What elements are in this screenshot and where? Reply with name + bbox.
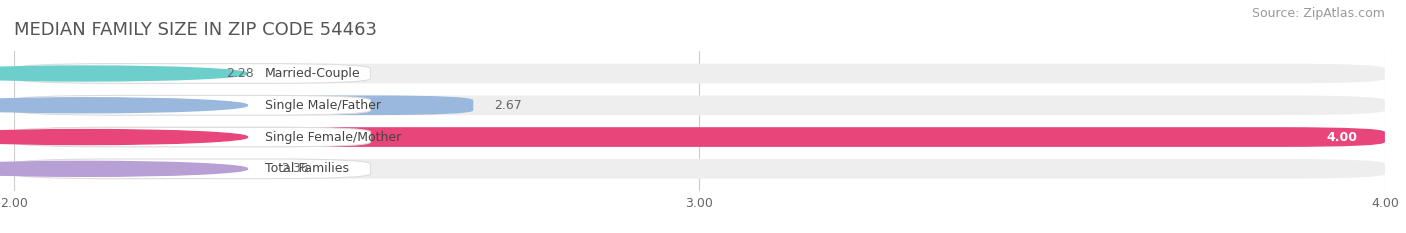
Text: 2.28: 2.28	[226, 67, 254, 80]
FancyBboxPatch shape	[14, 64, 205, 83]
FancyBboxPatch shape	[14, 127, 1385, 147]
FancyBboxPatch shape	[14, 64, 371, 83]
FancyBboxPatch shape	[14, 159, 1385, 179]
Circle shape	[0, 161, 247, 176]
Text: 2.36: 2.36	[281, 162, 309, 175]
FancyBboxPatch shape	[14, 96, 371, 115]
FancyBboxPatch shape	[14, 159, 371, 179]
FancyBboxPatch shape	[14, 127, 371, 147]
Text: Married-Couple: Married-Couple	[264, 67, 360, 80]
FancyBboxPatch shape	[14, 96, 1385, 115]
Text: Single Male/Father: Single Male/Father	[264, 99, 381, 112]
Text: Source: ZipAtlas.com: Source: ZipAtlas.com	[1251, 7, 1385, 20]
Text: Total Families: Total Families	[264, 162, 349, 175]
Text: Single Female/Mother: Single Female/Mother	[264, 130, 401, 144]
FancyBboxPatch shape	[14, 96, 474, 115]
Circle shape	[0, 130, 247, 144]
FancyBboxPatch shape	[14, 64, 1385, 83]
Circle shape	[0, 98, 247, 113]
Text: 4.00: 4.00	[1326, 130, 1358, 144]
Text: MEDIAN FAMILY SIZE IN ZIP CODE 54463: MEDIAN FAMILY SIZE IN ZIP CODE 54463	[14, 21, 377, 39]
Circle shape	[0, 66, 247, 81]
FancyBboxPatch shape	[14, 159, 260, 179]
FancyBboxPatch shape	[14, 127, 1385, 147]
Text: 2.67: 2.67	[494, 99, 522, 112]
